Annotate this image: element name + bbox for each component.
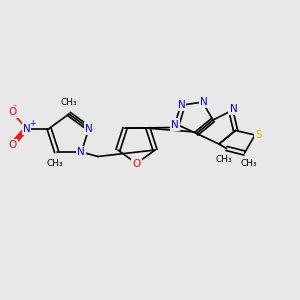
Text: CH₃: CH₃ (61, 98, 77, 107)
Text: N: N (77, 147, 85, 157)
Text: +: + (29, 118, 35, 127)
Text: N: N (200, 97, 208, 107)
Text: O: O (8, 107, 16, 117)
Text: N: N (23, 124, 30, 134)
Text: N: N (171, 119, 178, 130)
Text: N: N (85, 124, 93, 134)
Text: -: - (14, 101, 16, 110)
Text: O: O (8, 140, 16, 150)
Text: N: N (178, 100, 185, 110)
Text: CH₃: CH₃ (241, 159, 257, 168)
Text: CH₃: CH₃ (47, 159, 64, 168)
Text: S: S (255, 130, 262, 140)
Text: O: O (132, 159, 141, 169)
Text: N: N (230, 103, 237, 114)
Text: CH₃: CH₃ (216, 154, 232, 164)
